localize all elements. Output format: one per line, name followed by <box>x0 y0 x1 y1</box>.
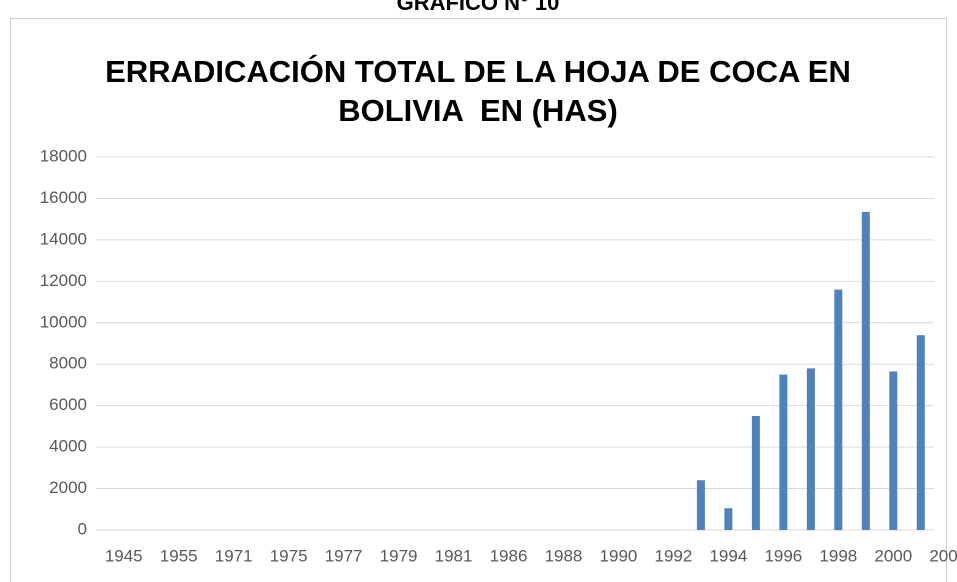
bar <box>916 335 925 530</box>
x-tick-label: 1955 <box>160 546 198 565</box>
x-tick-label: 1996 <box>764 546 802 565</box>
y-tick-label: 8000 <box>49 354 87 373</box>
heading: GRAFICO N° 10 <box>397 0 560 15</box>
y-tick-label: 4000 <box>49 437 87 456</box>
x-tick-label: 1981 <box>435 546 473 565</box>
x-tick-label: 1990 <box>600 546 638 565</box>
x-tick-label: 1986 <box>490 546 528 565</box>
bar <box>889 371 898 530</box>
chart-title: ERRADICACIÓN TOTAL DE LA HOJA DE COCA EN <box>105 53 851 89</box>
x-tick-label: 1971 <box>215 546 253 565</box>
bar <box>751 416 760 530</box>
y-tick-label: 18000 <box>40 146 87 165</box>
x-tick-label: 1975 <box>270 546 308 565</box>
x-tick-label: 1988 <box>545 546 583 565</box>
bar <box>806 368 815 530</box>
y-tick-label: 10000 <box>40 312 87 331</box>
x-tick-label: 2002 <box>929 546 957 565</box>
bar <box>696 480 705 530</box>
bar <box>861 211 870 531</box>
x-tick-label: 1979 <box>380 546 418 565</box>
x-tick-label: 2000 <box>874 546 912 565</box>
x-tick-label: 1977 <box>325 546 363 565</box>
y-tick-label: 16000 <box>40 188 87 207</box>
bar <box>779 374 788 530</box>
y-tick-label: 0 <box>78 519 87 538</box>
x-tick-label: 1994 <box>709 546 747 565</box>
y-tick-label: 2000 <box>49 478 87 497</box>
chart-title: BOLIVIA EN (HAS) <box>338 93 618 128</box>
bar <box>724 508 733 530</box>
x-tick-label: 1998 <box>819 546 857 565</box>
x-tick-label: 1945 <box>105 546 143 565</box>
x-tick-label: 1992 <box>655 546 693 565</box>
bar <box>834 289 843 530</box>
y-tick-label: 6000 <box>49 395 87 414</box>
y-tick-label: 14000 <box>40 229 87 248</box>
y-tick-label: 12000 <box>40 271 87 290</box>
